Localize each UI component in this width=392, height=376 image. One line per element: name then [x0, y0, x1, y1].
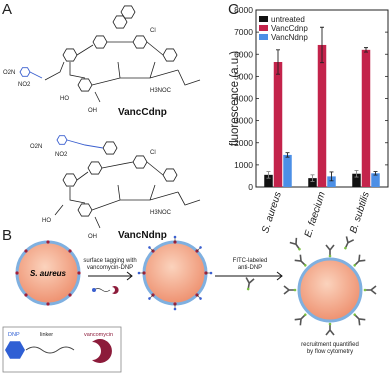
error-bar: [310, 174, 315, 182]
error-bar: [266, 171, 271, 179]
panel-label: B: [2, 227, 12, 244]
error-bar: [354, 169, 359, 178]
y-tick-label: 7000: [234, 27, 253, 37]
bar-chart: 0 1000 2000 3000 4000 5000 6000 7000 8000 fluores…: [229, 5, 389, 239]
atom-label: O2N: [30, 144, 42, 150]
y-tick-label: 8000: [234, 5, 253, 15]
schematic: [2, 235, 377, 373]
result-label: recruitment quantified: [301, 342, 359, 348]
legend-swatch: [259, 16, 268, 22]
atom-label: HO: [60, 96, 69, 102]
y-tick-label: 4000: [234, 94, 253, 104]
bar: [273, 61, 283, 187]
panel-label: A: [2, 1, 12, 18]
atom-label: NO2: [18, 82, 31, 88]
y-tick-label: 1000: [234, 160, 253, 170]
bacterium-label: S. aureus: [30, 269, 67, 278]
step-label: FITC-labeled: [233, 258, 268, 264]
y-tick-label: 6000: [234, 49, 253, 59]
atom-label: OH: [88, 108, 97, 114]
bar: [371, 173, 380, 187]
legend-label: DNP: [8, 332, 20, 338]
legend-swatch: [259, 34, 268, 40]
result-label: by flow cytometry: [307, 349, 353, 355]
error-bar: [276, 49, 280, 75]
atom-label: O2N: [3, 70, 15, 76]
x-tick-label: S. aureus: [260, 191, 284, 235]
bar: [264, 174, 273, 187]
atom-label: H3NOC: [150, 88, 172, 94]
legend-label: vancomycin: [84, 332, 113, 338]
step-label: surface tagging with: [83, 258, 136, 264]
error-bar: [364, 47, 368, 53]
y-tick-label: 0: [248, 182, 253, 192]
structure-drawing: O2N NO2 OH HO Cl H3NOC: [3, 5, 201, 114]
atom-label: HO: [42, 218, 51, 224]
structure-drawing: O2N NO2 OH HO Cl H3NOC: [30, 135, 201, 240]
bar: [352, 173, 361, 187]
atom-label: NO2: [55, 152, 68, 158]
step-label: anti-DNP: [238, 265, 262, 271]
bar: [317, 44, 327, 187]
atom-label: OH: [88, 234, 97, 240]
atom-label: Cl: [150, 28, 156, 34]
bar: [308, 178, 317, 187]
error-bar: [285, 152, 290, 158]
y-tick-label: 3000: [234, 116, 253, 126]
panel-label: C: [228, 1, 239, 18]
error-bar: [320, 26, 324, 64]
y-axis-label: fluorescence (a.u.): [229, 51, 241, 146]
x-tick-label: B. subtilis: [348, 191, 372, 235]
x-tick-label: E. faecium: [303, 191, 328, 239]
legend-label: VancNdnp: [271, 33, 308, 42]
structure-name: VancCdnp: [118, 107, 167, 118]
legend-label: linker: [40, 332, 53, 338]
y-tick-label: 5000: [234, 71, 253, 81]
bar: [283, 154, 292, 187]
legend-label: VancCdnp: [271, 24, 308, 33]
atom-label: H3NOC: [150, 210, 172, 216]
y-tick-label: 2000: [234, 138, 253, 148]
error-bar: [329, 171, 334, 182]
step-label: vancomycin-DNP: [87, 265, 133, 271]
legend-swatch: [259, 25, 268, 31]
bar: [361, 49, 371, 188]
structure-name: VancNdnp: [118, 230, 167, 241]
legend-label: untreated: [271, 15, 305, 24]
atom-label: Cl: [150, 150, 156, 156]
bar: [327, 176, 336, 187]
error-bar: [373, 171, 378, 176]
